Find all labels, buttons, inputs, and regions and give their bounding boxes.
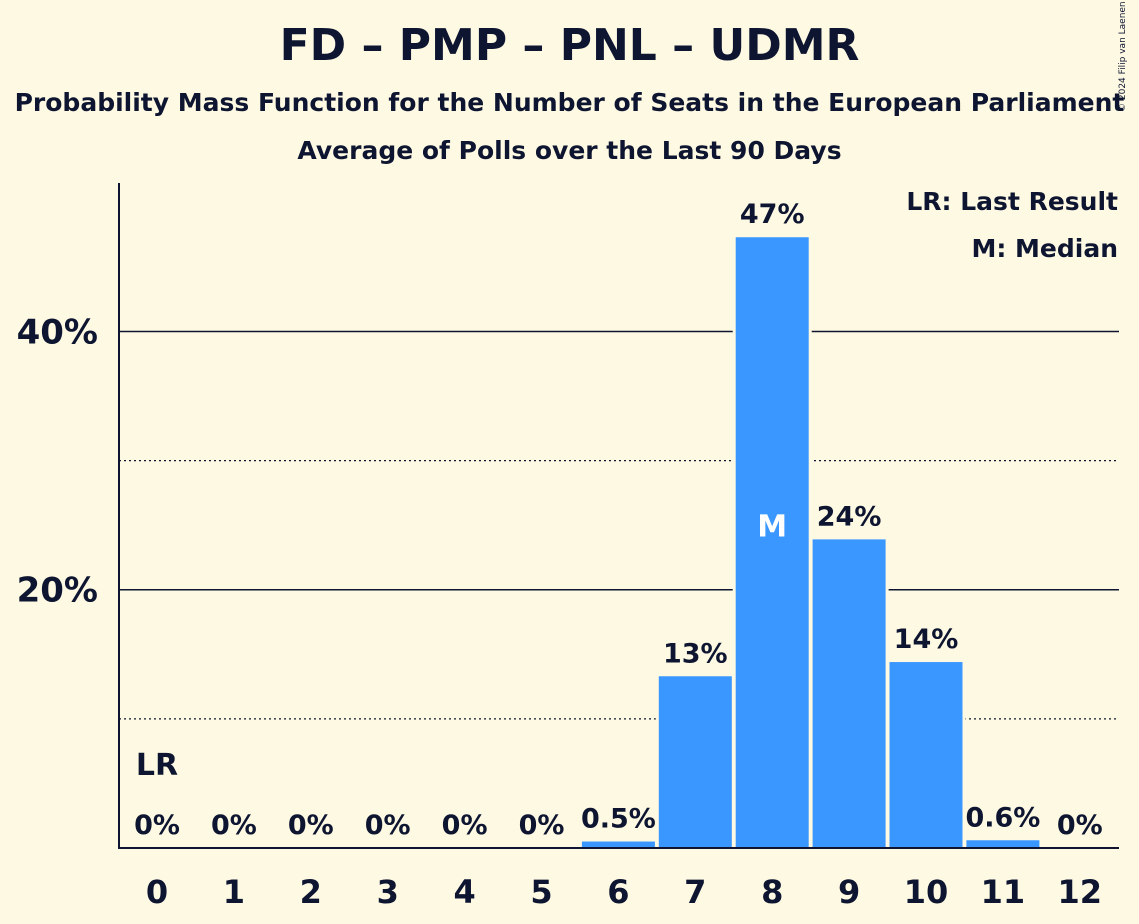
chart-subtitle-polls: Average of Polls over the Last 90 Days	[297, 136, 842, 165]
legend-entry: M: Median	[971, 234, 1118, 263]
data-label: 0%	[442, 810, 488, 841]
x-tick-label: 7	[684, 873, 706, 911]
y-tick-label: 20%	[17, 571, 98, 611]
data-label: 0%	[211, 810, 257, 841]
data-label: 0%	[519, 810, 565, 841]
bar	[658, 676, 732, 848]
bar	[581, 841, 655, 848]
x-tick-label: 2	[300, 873, 322, 911]
x-tick-label: 1	[223, 873, 245, 911]
median-marker: M	[757, 510, 787, 545]
data-label: 0.5%	[581, 804, 656, 835]
chart-title: FD – PMP – PNL – UDMR	[279, 20, 860, 71]
data-label: 24%	[817, 501, 882, 532]
bar	[812, 539, 886, 848]
x-tick-label: 11	[981, 873, 1026, 911]
x-tick-label: 9	[838, 873, 860, 911]
last-result-marker: LR	[136, 748, 178, 783]
legend-entry: LR: Last Result	[906, 187, 1118, 216]
data-label: 14%	[894, 624, 959, 655]
y-tick-label: 40%	[17, 312, 98, 352]
chart-subtitle: Probability Mass Function for the Number…	[14, 88, 1125, 117]
x-tick-label: 0	[146, 873, 168, 911]
data-label: 0%	[134, 810, 180, 841]
data-label: 0%	[288, 810, 334, 841]
data-label: 0.6%	[965, 802, 1040, 833]
x-tick-label: 12	[1058, 873, 1103, 911]
bar	[889, 662, 963, 848]
data-label: 0%	[365, 810, 411, 841]
x-tick-label: 6	[607, 873, 629, 911]
bar	[735, 237, 809, 848]
data-label: 0%	[1057, 810, 1103, 841]
x-tick-label: 5	[530, 873, 552, 911]
x-tick-label: 4	[453, 873, 475, 911]
x-tick-label: 8	[761, 873, 783, 911]
bar	[966, 840, 1040, 848]
data-label: 13%	[663, 638, 728, 669]
x-tick-label: 3	[377, 873, 399, 911]
data-label: 47%	[740, 199, 805, 230]
x-tick-label: 10	[904, 873, 949, 911]
